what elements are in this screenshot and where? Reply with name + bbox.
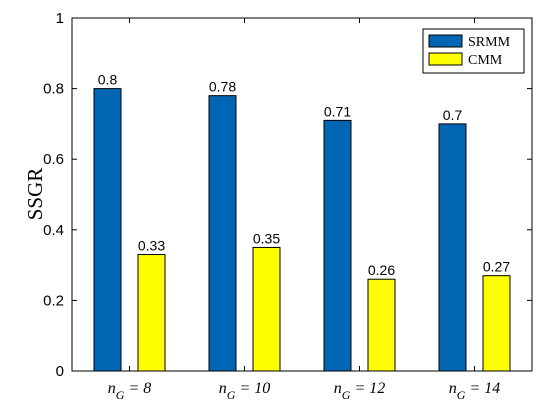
bar-cmm: [482, 275, 511, 372]
data-label: 0.27: [483, 259, 510, 275]
data-label: 0.7: [443, 107, 463, 123]
bar-cmm: [252, 246, 281, 372]
y-tick-label: 1: [56, 10, 64, 27]
y-tick-label: 0.6: [43, 151, 64, 168]
bar-srmm: [323, 119, 352, 372]
x-tick-label-base: n: [108, 380, 116, 397]
legend: SRMM CMM: [422, 28, 525, 74]
legend-label-cmm: CMM: [468, 53, 503, 68]
bar-srmm: [93, 88, 122, 372]
data-label: 0.33: [138, 238, 165, 254]
data-label: 0.8: [98, 72, 118, 88]
y-tick-label: 0.8: [43, 81, 64, 98]
x-tick-label-base: n: [449, 380, 457, 397]
x-tick-label-base: n: [219, 380, 227, 397]
data-labels-group: 0.8 0.33 0.78 0.35 0.71 0.26 0.7 0.27: [98, 72, 511, 279]
data-label: 0.71: [324, 103, 351, 119]
x-tick-label-subscript: G: [342, 388, 351, 402]
y-tick-label: 0: [56, 363, 64, 380]
x-tick-label-base: n: [334, 380, 342, 397]
x-axis: nG = 8 nG = 10 nG = 12 nG = 14: [108, 18, 500, 402]
x-tick-label-rest: = 12: [350, 380, 385, 397]
bar-cmm: [367, 278, 396, 372]
x-tick-label-rest: = 14: [465, 380, 500, 397]
legend-swatch-srmm: [428, 34, 463, 48]
plot-frame: [71, 17, 533, 372]
data-label: 0.35: [253, 230, 280, 246]
bars-group: [93, 88, 511, 372]
y-axis-title: SSGR: [23, 168, 47, 221]
y-tick-label: 0.2: [43, 292, 64, 309]
y-tick-label: 0.4: [43, 222, 64, 239]
data-label: 0.78: [209, 79, 236, 95]
bar-cmm: [137, 254, 166, 372]
bar-srmm: [438, 123, 467, 372]
x-tick-label-rest: = 10: [235, 380, 270, 397]
legend-label-srmm: SRMM: [468, 35, 511, 50]
y-axis: 0 0.2 0.4 0.6 0.8 1: [43, 10, 532, 380]
x-tick-label: nG = 14: [449, 380, 500, 402]
x-tick-label: nG = 12: [334, 380, 385, 402]
bar-srmm: [208, 95, 237, 372]
legend-swatch-cmm: [428, 52, 463, 66]
x-tick-label: nG = 8: [108, 380, 151, 402]
x-tick-label-subscript: G: [116, 388, 125, 402]
x-tick-label-subscript: G: [227, 388, 236, 402]
x-tick-label-subscript: G: [457, 388, 466, 402]
x-tick-label-rest: = 8: [124, 380, 151, 397]
x-tick-label: nG = 10: [219, 380, 270, 402]
data-label: 0.26: [368, 262, 395, 278]
